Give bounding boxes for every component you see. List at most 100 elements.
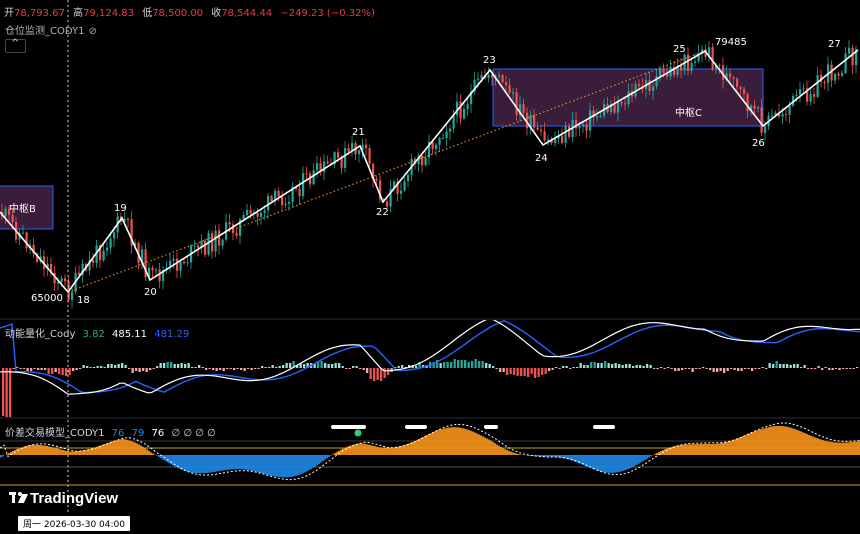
momentum-bar <box>677 368 680 371</box>
spread-area-slice <box>258 455 260 473</box>
spread-area-slice <box>232 455 234 470</box>
spread-area-slice <box>312 455 314 468</box>
spread-area-slice <box>806 433 808 455</box>
spread-area-slice <box>134 442 136 455</box>
momentum-bar <box>215 368 218 371</box>
spread-area-slice <box>20 447 22 455</box>
spread-area-slice <box>776 425 778 455</box>
candle-body <box>214 230 217 252</box>
momentum-bar <box>649 365 652 368</box>
spread-area-slice <box>26 445 28 455</box>
candle-body <box>218 230 221 246</box>
tradingview-logo[interactable]: TradingView <box>9 490 118 507</box>
momentum-bar <box>397 366 400 368</box>
candle-body <box>305 173 308 175</box>
candle-body <box>337 152 340 158</box>
candle-body <box>463 108 466 119</box>
momentum-bar <box>523 368 526 376</box>
momentum-bar <box>37 368 40 370</box>
momentum-bar <box>341 366 344 368</box>
momentum-bar <box>754 368 757 369</box>
spread-area-slice <box>142 446 144 455</box>
spread-area-slice <box>454 427 456 455</box>
spread-area-slice <box>406 444 408 455</box>
spread-area-slice <box>452 427 454 455</box>
spread-area-slice <box>842 442 844 455</box>
spread-area-slice <box>384 448 386 455</box>
spread-area-slice <box>736 438 738 455</box>
spread-area-slice <box>2 455 4 457</box>
candle-body <box>680 65 683 71</box>
candle-body <box>841 73 844 76</box>
candle-body <box>197 245 200 248</box>
candle-body <box>473 79 476 92</box>
spread-area-slice <box>346 446 348 455</box>
spread-area-slice <box>828 441 830 455</box>
spread-area-slice <box>476 433 478 455</box>
spread-area-slice <box>758 429 760 455</box>
spread-area-slice <box>82 450 84 455</box>
momentum-bar <box>481 361 484 368</box>
momentum-bar <box>611 364 614 368</box>
candle-body <box>249 209 252 214</box>
spread-area-slice <box>800 431 802 455</box>
momentum-bar <box>464 360 467 368</box>
spread-area-slice <box>126 439 128 455</box>
candle-body <box>536 127 539 130</box>
momentum-indicator-name: 动能量化_Cody <box>5 329 76 340</box>
spread-area-slice <box>610 455 612 473</box>
spread-area-slice <box>390 447 392 455</box>
momentum-bar <box>530 368 533 374</box>
spread-area-slice <box>832 442 834 455</box>
pivot-label-27: 27 <box>828 39 841 50</box>
spread-area-slice <box>686 444 688 455</box>
candle-body <box>512 92 515 94</box>
candle-body <box>697 53 700 62</box>
spread-area-slice <box>360 443 362 455</box>
pivot-label-20: 20 <box>144 287 157 298</box>
momentum-bar <box>597 363 600 368</box>
momentum-bar <box>285 363 288 368</box>
momentum-bar <box>226 368 229 369</box>
overlay-indicator-title[interactable]: 仓位监测_CODY1 ⊘ <box>5 22 97 37</box>
collapse-legend-button[interactable]: ^ <box>5 38 26 53</box>
momentum-bar <box>338 363 341 368</box>
spread-area-slice <box>672 446 674 455</box>
candle-body <box>540 129 543 132</box>
spread-area-slice <box>824 440 826 455</box>
momentum-bar <box>604 361 607 368</box>
spread-area-slice <box>332 454 334 455</box>
momentum-bar <box>254 368 257 369</box>
momentum-bar <box>684 368 687 369</box>
momentum-bar <box>646 364 649 368</box>
candle-body <box>211 233 214 252</box>
momentum-bar <box>68 368 71 375</box>
candle-body <box>708 47 711 57</box>
spread-area-slice <box>234 455 236 470</box>
eye-off-icon[interactable]: ⊘ <box>88 26 97 37</box>
spread-area-slice <box>772 426 774 455</box>
momentum-bar <box>138 368 141 372</box>
momentum-bar <box>670 368 673 369</box>
spread-indicator-title[interactable]: 价差交易模型_CODY1 76 79 76 ∅ ∅ ∅ ∅ <box>5 424 216 439</box>
spread-area-slice <box>640 455 642 463</box>
candle-body <box>64 278 67 282</box>
spread-area-slice <box>770 426 772 455</box>
spread-area-slice <box>16 449 18 455</box>
candle-body <box>309 173 312 185</box>
momentum-bar <box>810 368 813 369</box>
momentum-bar <box>709 368 712 370</box>
spread-area-slice <box>598 455 600 471</box>
spread-area-slice <box>272 455 274 477</box>
spread-area-slice <box>228 455 230 470</box>
candle-body <box>179 261 182 271</box>
candle-body <box>550 139 553 144</box>
candle-body <box>515 92 518 116</box>
candle-body <box>725 73 728 80</box>
momentum-bar <box>656 368 659 369</box>
candle-body <box>347 148 350 152</box>
momentum-indicator-title[interactable]: 动能量化_Cody 3.82 485.11 481.29 <box>5 325 189 340</box>
momentum-bar <box>306 363 309 368</box>
candle-body <box>648 80 651 92</box>
